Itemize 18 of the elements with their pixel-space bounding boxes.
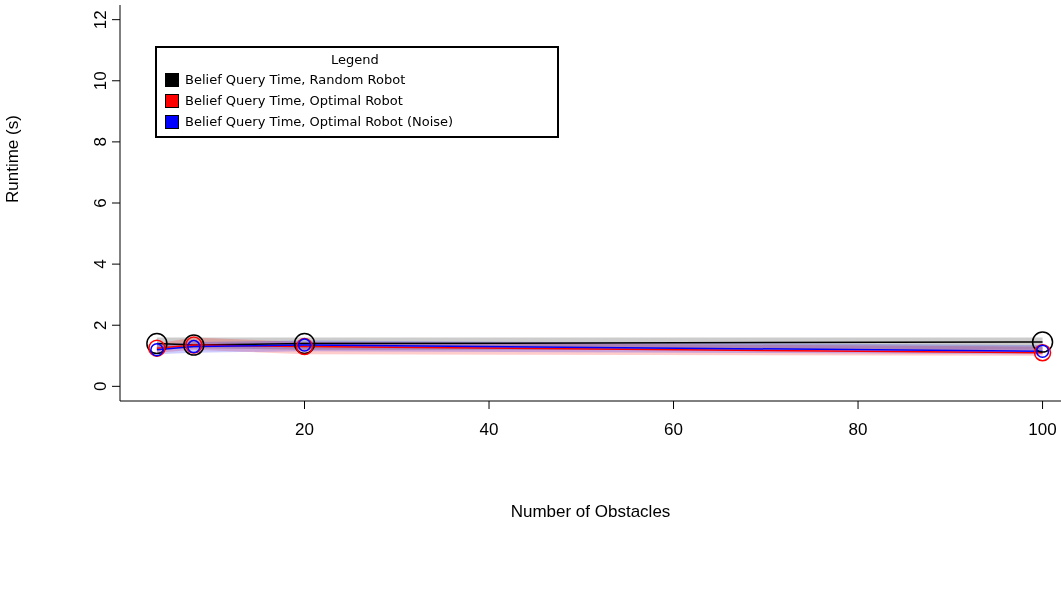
y-tick-label: 8 [91, 137, 110, 147]
y-tick-label: 6 [91, 198, 110, 208]
x-tick-label: 40 [479, 420, 499, 440]
legend-label: Belief Query Time, Random Robot [185, 71, 406, 89]
x-tick-label: 100 [1028, 420, 1057, 440]
legend-label: Belief Query Time, Optimal Robot (Noise) [185, 113, 454, 131]
y-tick-label: 2 [91, 320, 110, 330]
y-axis-title: Runtime (s) [3, 115, 23, 203]
x-tick-label: 80 [848, 420, 868, 440]
y-tick-label: 12 [91, 10, 110, 30]
y-tick-label: 4 [91, 259, 110, 269]
x-tick-label: 20 [295, 420, 314, 440]
legend-title: Legend [330, 52, 380, 67]
legend-label: Belief Query Time, Optimal Robot [185, 92, 403, 110]
y-tick-label: 0 [91, 381, 110, 392]
y-tick-label: 10 [91, 71, 110, 91]
x-axis-title: Number of Obstacles [510, 502, 671, 521]
x-tick-label: 60 [664, 420, 683, 440]
